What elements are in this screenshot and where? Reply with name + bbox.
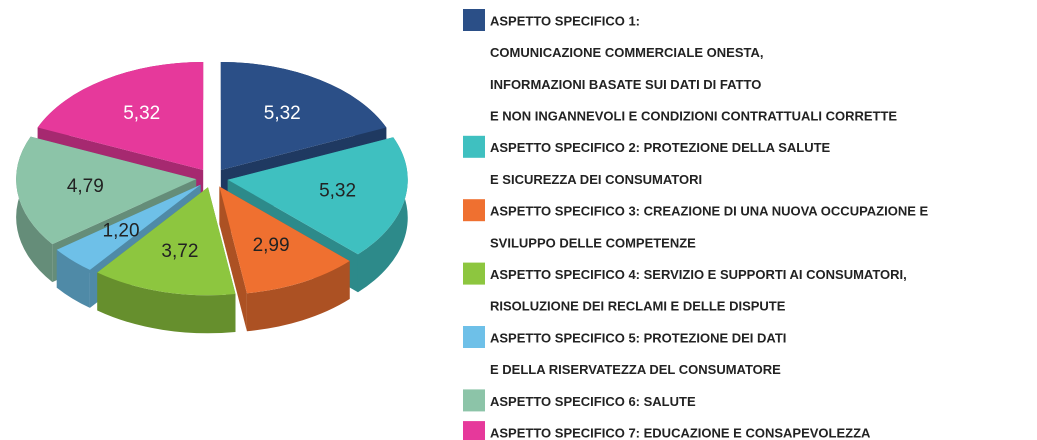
legend-swatch: [463, 9, 485, 31]
slice-label: 1,20: [103, 221, 140, 242]
legend-label: ASPETTO SPECIFICO 5: PROTEZIONE DEI DATI: [490, 330, 786, 345]
slice: [16, 136, 197, 245]
legend-swatch: [463, 135, 485, 158]
legend-swatch: [463, 199, 485, 222]
legend-label: ASPETTO SPECIFICO 1:: [490, 13, 640, 28]
legend-label: ASPETTO SPECIFICO 6: SALUTE: [490, 394, 696, 409]
slice: [227, 137, 408, 255]
slice: [56, 184, 201, 270]
slice-label: 3,72: [161, 241, 198, 262]
legend: ASPETTO SPECIFICO 1: COMUNICAZIONE COMMER…: [463, 9, 929, 440]
legend-swatch: [463, 389, 485, 412]
slice-side: [97, 272, 236, 334]
slice-label: 5,32: [319, 181, 356, 202]
legend-swatch: [463, 421, 485, 440]
pie-tops: [16, 61, 408, 296]
legend-label: ASPETTO SPECIFICO 4: SERVIZIO E SUPPORTI…: [490, 267, 907, 282]
slice-side: [56, 249, 90, 308]
legend-label: COMUNICAZIONE COMMERCIALE ONESTA,: [490, 45, 763, 60]
legend-label: E DELLA RISERVATEZZA DEL CONSUMATORE: [490, 362, 781, 377]
pie-labels: 5,32 5,32 2,99 3,72 1,20 4,79 5,32: [67, 103, 356, 262]
slice-side: [246, 261, 350, 332]
legend-label: RISOLUZIONE DEI RECLAMI E DELLE DISPUTE: [490, 299, 786, 314]
legend-swatch: [463, 326, 485, 348]
slice-label: 2,99: [253, 235, 290, 256]
legend-label: ASPETTO SPECIFICO 3: CREAZIONE DI UNA NU…: [490, 204, 929, 219]
slice: [220, 61, 387, 170]
slice-wall: [219, 186, 247, 332]
slice: [97, 187, 236, 296]
legend-label: ASPETTO SPECIFICO 7: EDUCAZIONE E CONSAP…: [490, 426, 871, 440]
slice: [37, 61, 204, 170]
legend-label: E SICUREZZA DEI CONSUMATORI: [490, 172, 702, 187]
legend-label: E NON INGANNEVOLI E CONDIZIONI CONTRATTU…: [490, 109, 897, 124]
legend-label: ASPETTO SPECIFICO 2: PROTEZIONE DELLA SA…: [490, 140, 831, 155]
legend-label: SVILUPPO DELLE COMPETENZE: [490, 235, 696, 250]
legend-swatch: [463, 262, 485, 285]
legend-label: INFORMAZIONI BASATE SUI DATI DI FATTO: [490, 77, 761, 92]
slice-label: 4,79: [67, 176, 104, 197]
slice: [219, 186, 350, 294]
slice-label: 5,32: [123, 103, 160, 124]
slice-label: 5,32: [264, 103, 301, 124]
